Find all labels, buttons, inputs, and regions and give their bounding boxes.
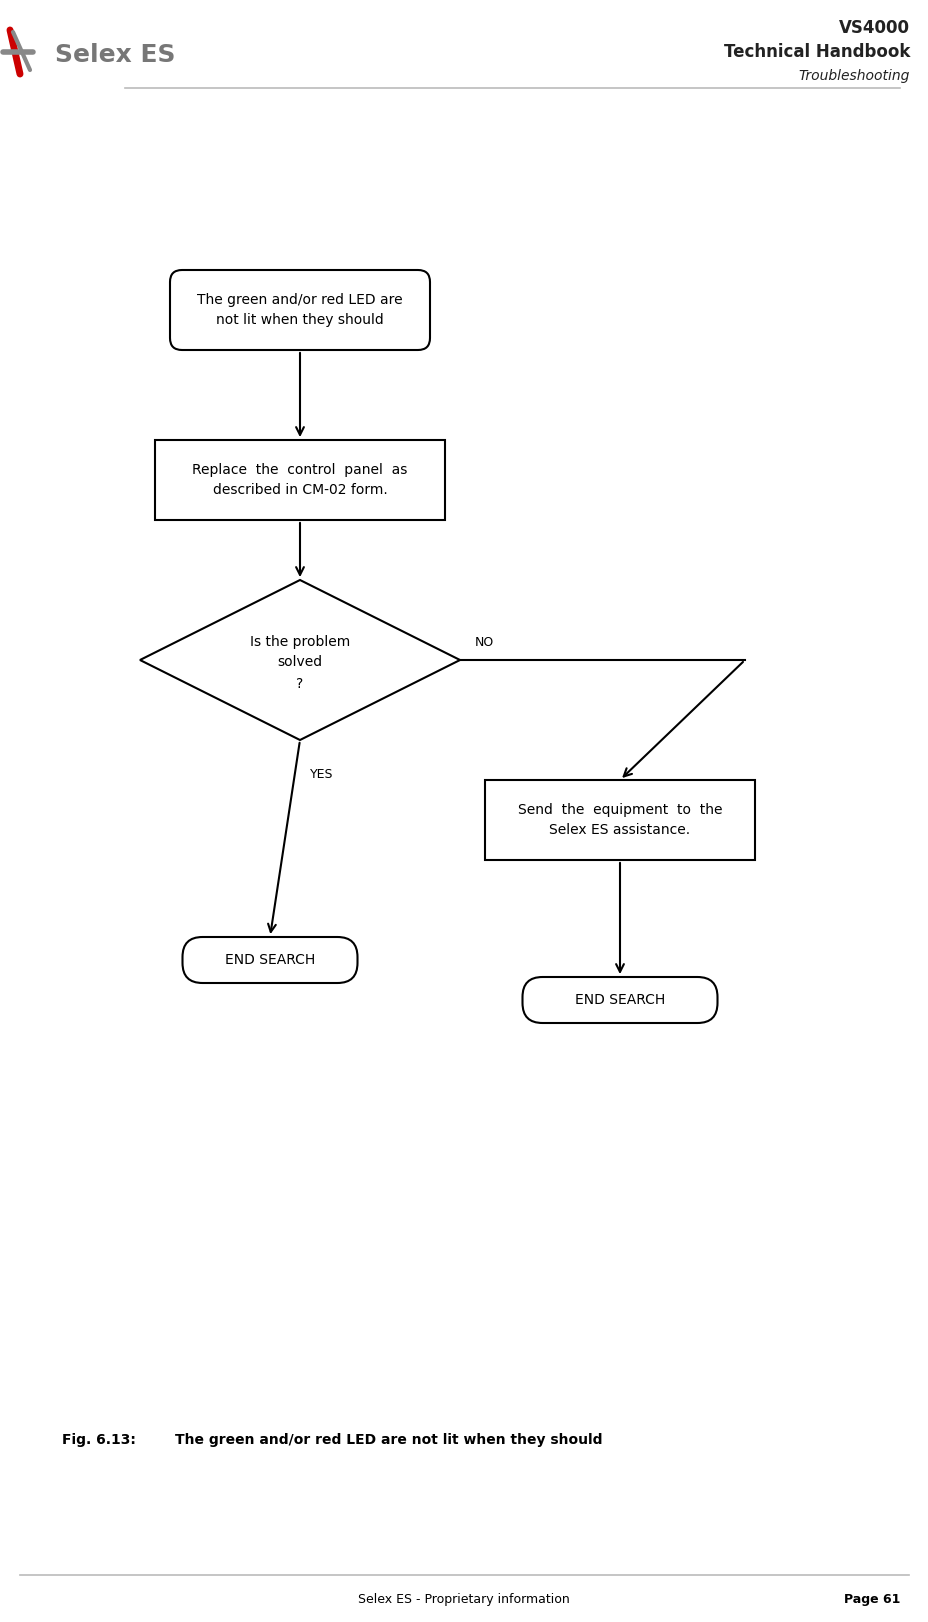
FancyBboxPatch shape [182,938,357,983]
Text: Selex ES - Proprietary information: Selex ES - Proprietary information [357,1593,569,1606]
Text: solved: solved [277,655,322,668]
FancyBboxPatch shape [522,976,716,1023]
Text: The green and/or red LED are not lit when they should: The green and/or red LED are not lit whe… [174,1432,602,1447]
Text: YES: YES [310,769,333,782]
Polygon shape [140,581,459,740]
Text: Send  the  equipment  to  the
Selex ES assistance.: Send the equipment to the Selex ES assis… [517,803,721,837]
Text: VS4000: VS4000 [838,19,909,37]
Text: Page 61: Page 61 [843,1593,899,1606]
Text: Troubleshooting: Troubleshooting [798,70,909,83]
Text: ?: ? [296,676,303,691]
Text: Fig. 6.13:: Fig. 6.13: [62,1432,135,1447]
Text: Is the problem: Is the problem [250,634,350,649]
Text: END SEARCH: END SEARCH [225,954,315,967]
Bar [484,780,754,860]
Text: Replace  the  control  panel  as
described in CM-02 form.: Replace the control panel as described i… [192,464,407,496]
Text: Technical Handbook: Technical Handbook [723,44,909,62]
Text: NO: NO [474,636,494,649]
Text: END SEARCH: END SEARCH [574,993,664,1007]
Text: Selex ES: Selex ES [55,44,175,67]
FancyBboxPatch shape [170,269,430,350]
Text: The green and/or red LED are
not lit when they should: The green and/or red LED are not lit whe… [197,294,403,326]
Bar [155,440,445,521]
